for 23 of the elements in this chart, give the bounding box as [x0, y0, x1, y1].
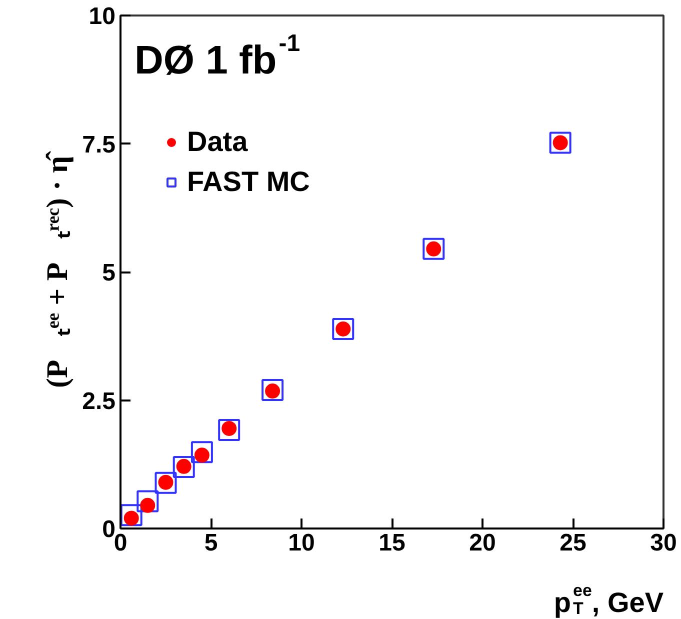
x-tick-label: 30	[650, 530, 677, 556]
x-tick-label: 5	[204, 530, 218, 556]
y-tick-label: 10	[88, 3, 116, 30]
point	[172, 456, 195, 478]
y-tick-label: 5	[102, 260, 116, 286]
x-tick-label: 20	[469, 530, 496, 556]
legend-label: FAST MC	[187, 166, 310, 198]
y-axis-title: (P⃗ₜᵉᵉ + P⃗ₜʳᵉᶜ) · η̂	[41, 150, 74, 388]
y-tick-label: 7.5	[82, 131, 116, 158]
point	[332, 318, 354, 340]
point	[120, 504, 142, 526]
point	[154, 472, 177, 494]
x-tick-label: 10	[288, 530, 315, 556]
x-tick-label: 15	[378, 530, 406, 556]
y-tick-label: 2.5	[82, 388, 116, 415]
legend-label: Data	[187, 126, 248, 158]
x-tick-label: 25	[560, 530, 586, 556]
point	[136, 490, 159, 512]
point	[218, 419, 240, 442]
point	[190, 441, 213, 464]
point	[262, 378, 284, 401]
point	[549, 132, 572, 154]
point	[422, 238, 445, 260]
